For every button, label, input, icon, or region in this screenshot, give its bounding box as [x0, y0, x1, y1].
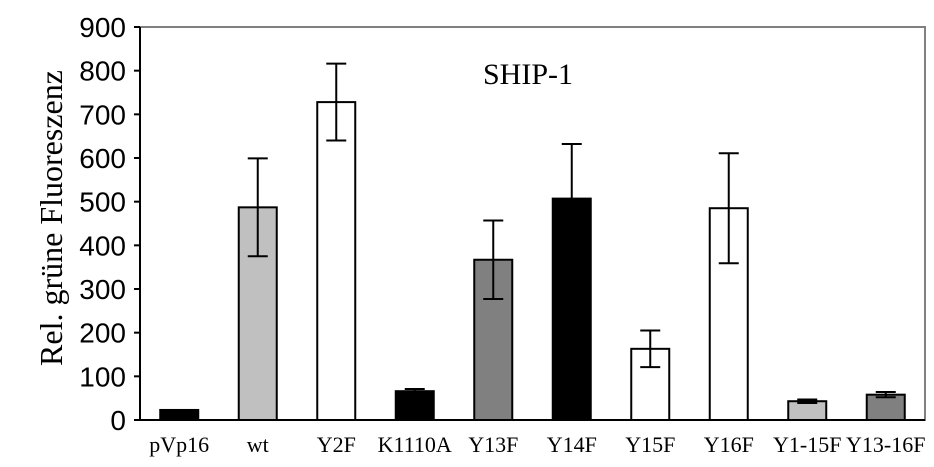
category-label: Y2F [317, 432, 356, 457]
category-label: wt [247, 432, 269, 457]
y-tick-label: 900 [79, 12, 126, 43]
category-label: Y13-16F [846, 432, 925, 457]
category-label: Y1-15F [773, 432, 841, 457]
bar [787, 400, 828, 421]
bar [865, 393, 906, 422]
y-tick-label: 500 [79, 187, 126, 218]
y-tick-label: 800 [79, 56, 126, 87]
y-tick-label: 200 [79, 318, 126, 349]
y-tick-label: 400 [79, 230, 126, 261]
y-tick-label: 0 [110, 405, 126, 436]
category-label: Y14F [547, 432, 597, 457]
category-label: pVp16 [149, 432, 209, 457]
category-label: Y13F [468, 432, 518, 457]
y-tick-label: 100 [79, 361, 126, 392]
category-label: K1110A [378, 432, 452, 457]
y-tick-label: 700 [79, 99, 126, 130]
y-tick-label: 600 [79, 143, 126, 174]
category-label: Y16F [704, 432, 754, 457]
bar [159, 408, 200, 421]
chart-title: SHIP-1 [483, 58, 573, 91]
category-label: Y15F [625, 432, 675, 457]
y-tick-label: 300 [79, 274, 126, 305]
bar [316, 101, 357, 422]
bar [394, 390, 435, 421]
y-axis-label: Rel. grüne Fluoreszenz [33, 70, 69, 366]
